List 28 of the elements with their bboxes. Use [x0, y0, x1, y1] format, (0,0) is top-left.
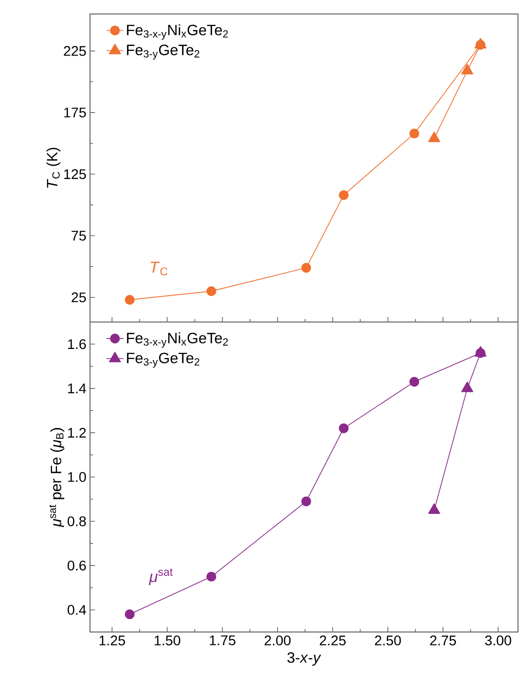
y-tick-label: 0.4: [68, 604, 86, 615]
legend-label: Fe$_{3-y}$GeTe$_{2}$: [127, 44, 200, 60]
x-tick-label: 2.75: [430, 636, 456, 646]
y-tick-label: 1.0: [68, 472, 86, 482]
x-tick-label: 3.00: [485, 636, 512, 646]
legend-label: Fe$_{3-y}$GeTe$_{2}$: [127, 352, 200, 368]
x-tick-label: 1.25: [100, 636, 126, 646]
x-tick-label: 2.00: [264, 636, 291, 646]
legend-label: Fe$_{3-x-y}$Ni$_{x}$GeTe$_{2}$: [127, 24, 228, 40]
y-tick-label: 0.8: [68, 516, 86, 526]
annotation: T$_{C}$: [150, 262, 168, 276]
legend-label: Fe$_{3-x-y}$Ni$_{x}$GeTe$_{2}$: [127, 332, 228, 348]
x-tick-label: 1.50: [154, 636, 180, 646]
x-tick-label: 1.75: [210, 636, 236, 646]
x-tick-label: 2.25: [320, 636, 346, 646]
y-tick-label: 225: [64, 46, 86, 56]
y-tick-label: 175: [64, 108, 86, 118]
y-axis-title: T$_{C}$ (K): [46, 148, 60, 188]
y-tick-label: 25: [72, 292, 86, 302]
x-tick-label: 2.50: [374, 636, 401, 646]
y-tick-label: 1.4: [68, 384, 86, 394]
y-tick-label: 0.6: [68, 560, 86, 571]
annotation: μ$^{sat}$: [148, 568, 173, 586]
y-tick-label: 1.6: [68, 339, 86, 350]
y-tick-label: 1.2: [68, 428, 86, 438]
x-axis-title: 3-x-y: [287, 652, 322, 666]
y-tick-label: 125: [64, 169, 86, 180]
y-tick-label: 75: [72, 230, 86, 241]
